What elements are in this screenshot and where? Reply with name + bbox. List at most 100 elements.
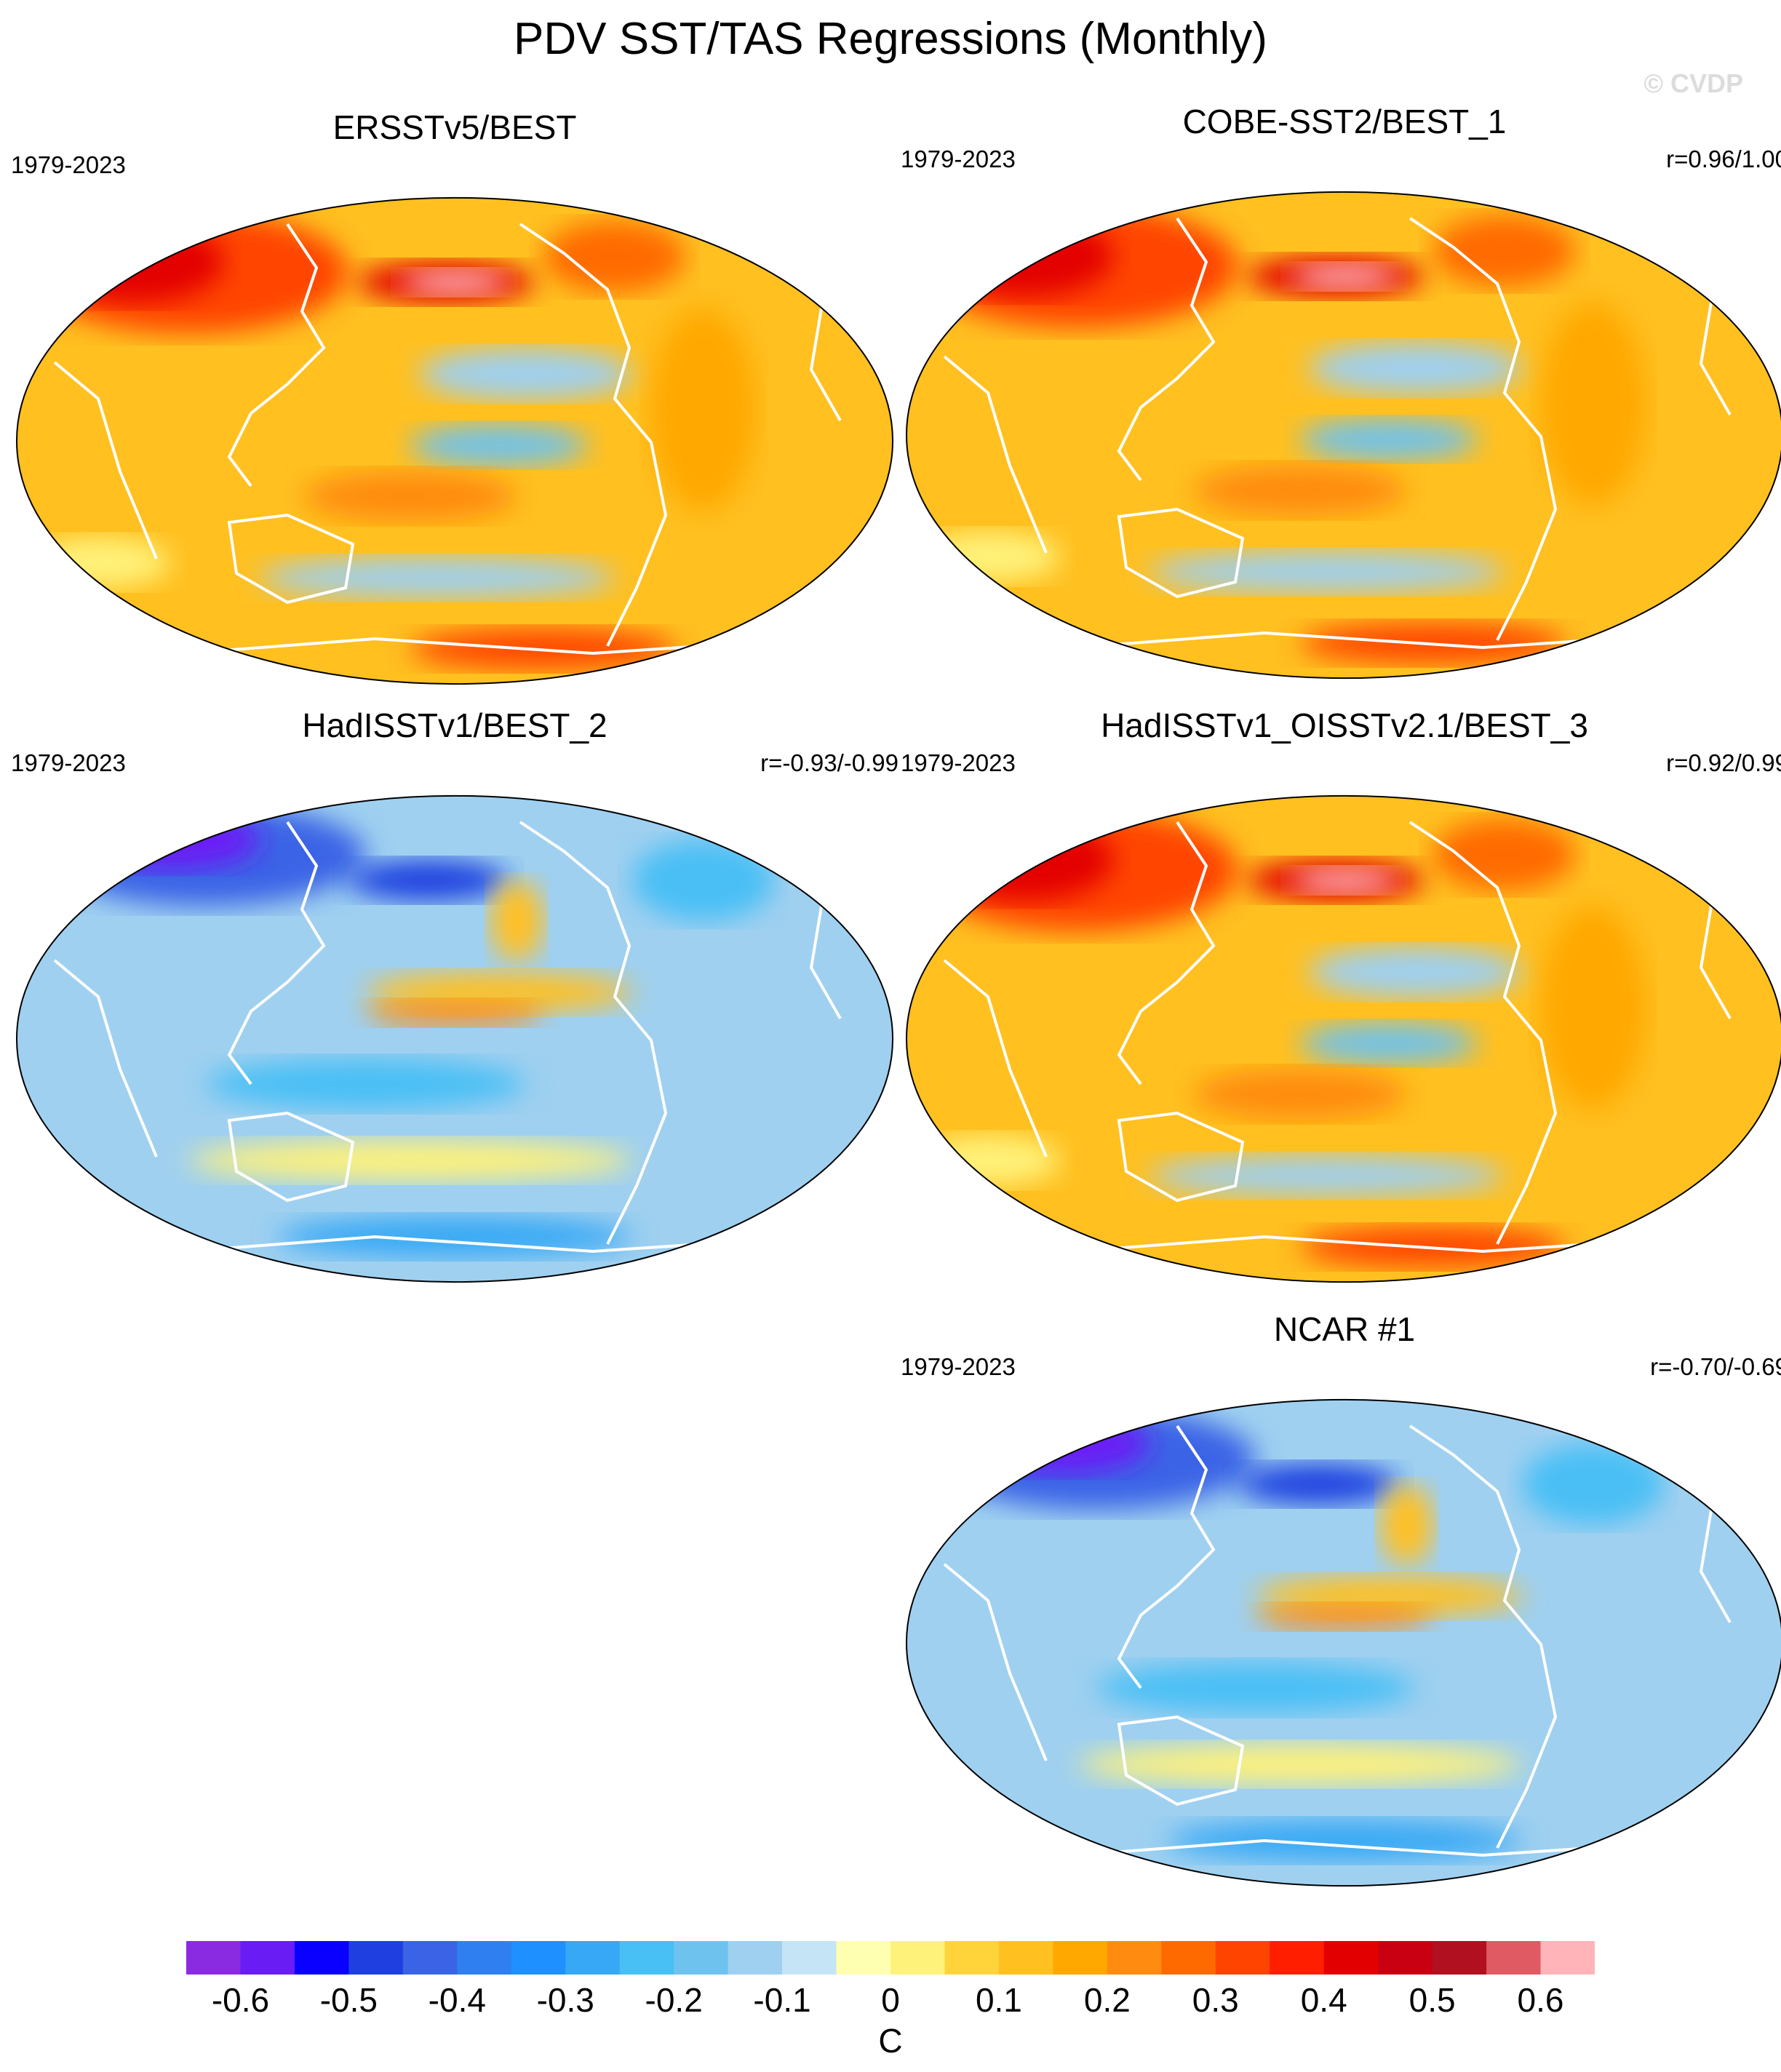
panel-title: NCAR #1 bbox=[1273, 1310, 1416, 1348]
anomaly-region bbox=[1291, 263, 1398, 290]
colorbar-swatch bbox=[565, 1941, 621, 1975]
panel-period: 1979-2023 bbox=[11, 151, 126, 178]
watermark: © CVDP bbox=[1643, 68, 1743, 98]
panel-period: 1979-2023 bbox=[901, 146, 1016, 172]
colorbar-swatch bbox=[944, 1941, 1000, 1975]
colorbar-tick-label: -0.5 bbox=[319, 1981, 378, 2019]
anomaly-region bbox=[410, 425, 588, 466]
anomaly-region bbox=[1291, 867, 1398, 893]
panel-period: 1979-2023 bbox=[901, 1353, 1016, 1380]
colorbar-tick-label: 0.6 bbox=[1517, 1981, 1564, 2019]
anomaly-region bbox=[259, 557, 615, 598]
anomaly-region bbox=[1309, 343, 1522, 394]
coastlines bbox=[943, 217, 1732, 650]
panel-correlation: r=0.92/0.99 bbox=[1666, 749, 1781, 776]
colorbar-swatch bbox=[1215, 1941, 1270, 1975]
map-panel: ERSSTv5/BEST 1979-2023 bbox=[11, 108, 899, 690]
anomaly-region bbox=[46, 221, 224, 303]
colorbar-tick-label: 0.3 bbox=[1192, 1981, 1239, 2019]
map-panel: COBE-SST2/BEST_1 1979-2023 r=0.96/1.00 bbox=[901, 102, 1781, 684]
colorbar-swatch bbox=[1107, 1941, 1162, 1975]
colorbar-swatch bbox=[1378, 1941, 1433, 1975]
colorbar-tick-label: 0.4 bbox=[1300, 1981, 1347, 2019]
colorbar-swatch bbox=[511, 1941, 566, 1975]
anomaly-region bbox=[936, 819, 1114, 901]
colorbar-tick-label: -0.1 bbox=[753, 1981, 811, 2019]
colorbar-swatch bbox=[890, 1941, 945, 1975]
anomaly-region bbox=[1149, 1155, 1505, 1196]
anomaly-region bbox=[490, 880, 544, 962]
colorbar-swatch bbox=[619, 1941, 674, 1975]
anomaly-region bbox=[348, 860, 509, 901]
map-panel: HadISSTv1_OISSTv2.1/BEST_3 1979-2023 r=0.9… bbox=[901, 706, 1781, 1288]
anomaly-region bbox=[936, 215, 1114, 297]
colorbar-swatch bbox=[782, 1941, 837, 1975]
map-border bbox=[905, 1399, 1781, 1886]
colorbar-tick-label: 0.5 bbox=[1409, 1981, 1456, 2019]
colorbar-swatch bbox=[674, 1941, 729, 1975]
anomaly-region bbox=[1149, 551, 1505, 592]
colorbar-swatch bbox=[294, 1941, 349, 1975]
anomaly-region bbox=[632, 840, 775, 921]
colorbar-swatch bbox=[1053, 1941, 1108, 1975]
colorbar-swatch bbox=[1323, 1941, 1379, 1975]
anomaly-region bbox=[401, 269, 509, 295]
anomaly-region bbox=[419, 348, 632, 399]
colorbar-swatch bbox=[998, 1941, 1053, 1975]
anomaly-region bbox=[906, 1399, 1781, 1886]
anomaly-region bbox=[16, 795, 893, 1283]
map-border bbox=[15, 795, 894, 1283]
anomaly-region bbox=[1309, 947, 1522, 997]
colorbar-tick-label: -0.2 bbox=[645, 1981, 703, 2019]
colorbar-tick-label: -0.6 bbox=[211, 1981, 270, 2019]
anomaly-region bbox=[1433, 819, 1576, 890]
anomaly-region bbox=[366, 1000, 543, 1026]
map-panel: NCAR #1 1979-2023 r=-0.70/-0.69 bbox=[901, 1310, 1781, 1892]
colorbar-swatch bbox=[836, 1941, 891, 1975]
map-panel: HadISSTv1/BEST_2 1979-2023 r=-0.93/-0.99 bbox=[11, 706, 899, 1288]
anomaly-region bbox=[1379, 1484, 1433, 1566]
colorbar-swatch bbox=[1161, 1941, 1216, 1975]
world-map bbox=[905, 795, 1781, 1283]
coastlines bbox=[53, 821, 842, 1254]
colorbar-swatch bbox=[240, 1941, 295, 1975]
world-map bbox=[15, 795, 894, 1283]
panel-correlation: r=-0.70/-0.69 bbox=[1650, 1353, 1781, 1380]
panel-title: HadISSTv1_OISSTv2.1/BEST_3 bbox=[1101, 706, 1588, 744]
anomaly-region bbox=[650, 308, 757, 511]
panel-period: 1979-2023 bbox=[901, 749, 1016, 776]
colorbar-tick-label: 0.1 bbox=[975, 1981, 1022, 2019]
panel-correlation: r=0.96/1.00 bbox=[1666, 146, 1781, 172]
figure-title: PDV SST/TAS Regressions (Monthly) bbox=[514, 14, 1267, 64]
colorbar-unit: C bbox=[878, 2022, 903, 2060]
colorbar-swatch bbox=[457, 1941, 512, 1975]
panel-title: COBE-SST2/BEST_1 bbox=[1182, 103, 1507, 140]
coastlines bbox=[943, 1424, 1732, 1857]
world-map bbox=[905, 191, 1781, 679]
world-map bbox=[15, 197, 894, 685]
colorbar-tick-label: -0.4 bbox=[428, 1981, 486, 2019]
colorbar-swatch bbox=[1486, 1941, 1542, 1975]
anomaly-region bbox=[1238, 1464, 1398, 1505]
colorbar-swatch bbox=[186, 1941, 241, 1975]
colorbar-swatch bbox=[402, 1941, 458, 1975]
colorbar-tick-label: -0.3 bbox=[536, 1981, 594, 2019]
anomaly-region bbox=[971, 1413, 1150, 1474]
panel-title: HadISSTv1/BEST_2 bbox=[302, 706, 607, 744]
anomaly-region bbox=[1433, 215, 1576, 287]
colorbar-swatch bbox=[728, 1941, 783, 1975]
colorbar-swatch bbox=[1270, 1941, 1325, 1975]
panel-title: ERSSTv5/BEST bbox=[332, 108, 577, 146]
map-border bbox=[905, 191, 1781, 679]
anomaly-region bbox=[188, 1140, 632, 1181]
colorbar bbox=[186, 1941, 1595, 1975]
anomaly-region bbox=[1096, 1662, 1416, 1713]
anomaly-region bbox=[1539, 906, 1646, 1109]
anomaly-region bbox=[1193, 465, 1407, 516]
panel-period: 1979-2023 bbox=[11, 749, 126, 776]
anomaly-region bbox=[1300, 1023, 1478, 1064]
anomaly-region bbox=[1539, 302, 1646, 506]
colorbar-tick-label: 0.2 bbox=[1083, 1981, 1131, 2019]
map-border bbox=[905, 795, 1781, 1283]
colorbar-swatch bbox=[348, 1941, 404, 1975]
